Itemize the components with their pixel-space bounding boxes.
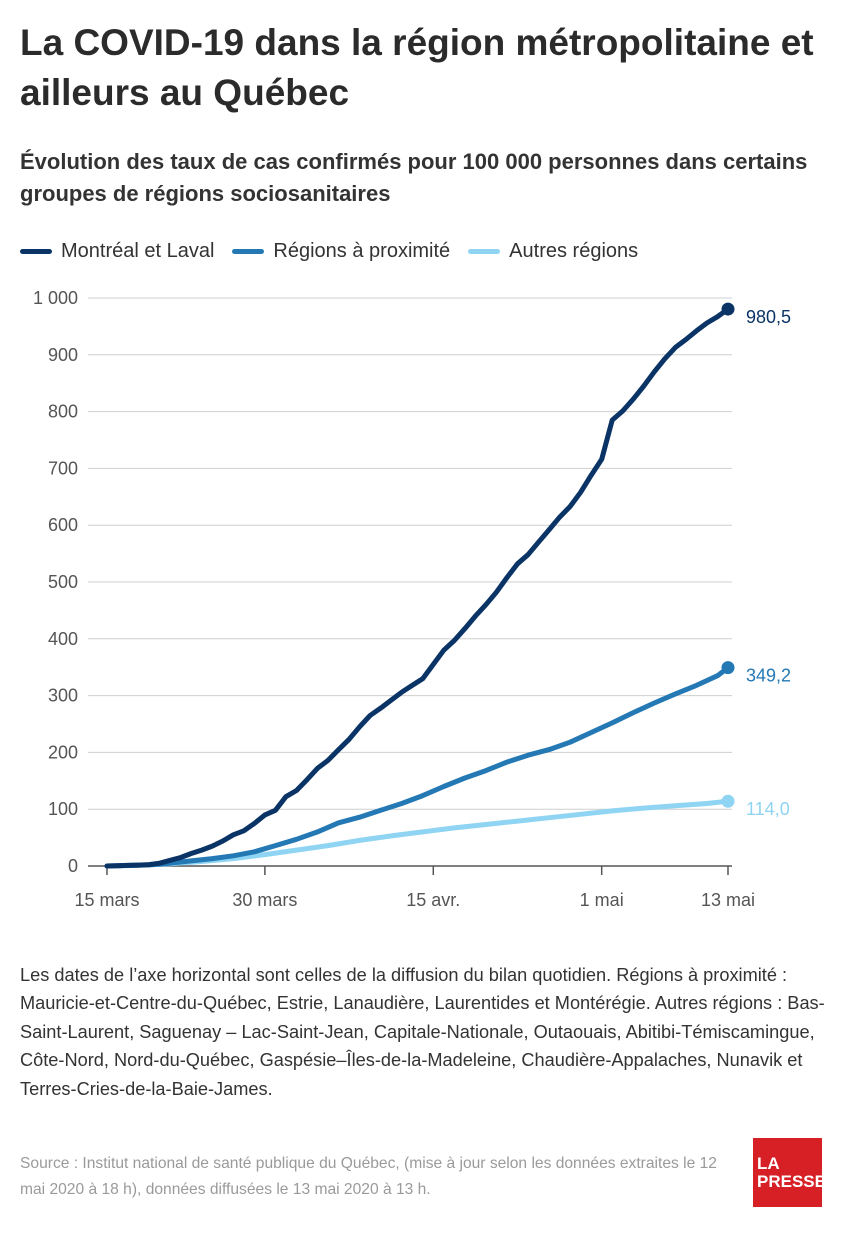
- chart-subtitle: Évolution des taux de cas confirmés pour…: [20, 149, 808, 206]
- legend-swatch-autres-regions: [468, 248, 501, 254]
- chart-title: La COVID-19 dans la région métropolitain…: [20, 22, 814, 113]
- line-chart: 0 100 200 300 400 500 600 700 800 900 1 000 15 mars…: [33, 288, 791, 910]
- series-line-autres-regions: [104, 798, 731, 869]
- y-tick-label: 100: [48, 799, 78, 819]
- chart-note: Les dates de l’axe horizontal sont celle…: [20, 965, 825, 1099]
- legend-swatch-montreal-laval: [20, 248, 52, 254]
- y-tick-label: 200: [48, 742, 78, 762]
- y-tick-label: 1 000: [33, 288, 78, 308]
- legend-label-autres-regions: Autres régions: [509, 239, 639, 262]
- y-tick-label: 300: [48, 686, 78, 706]
- end-point-autres-regions: [721, 794, 735, 808]
- end-value-label-autres-regions: 114,0: [746, 799, 790, 819]
- y-tick-label: 500: [48, 572, 78, 592]
- legend-item-regions-proximite: Régions à proximité: [232, 240, 450, 263]
- y-tick-label: 600: [48, 515, 78, 535]
- end-value-label-regions-proximite: 349,2: [746, 666, 791, 686]
- legend-label-regions-proximite: Régions à proximité: [273, 239, 451, 262]
- legend-label-montreal-laval: Montréal et Laval: [61, 239, 215, 262]
- legend-item-montreal-laval: Montréal et Laval: [20, 240, 214, 263]
- logo-line-1: LA: [757, 1153, 780, 1173]
- series-line-montreal-laval: [104, 306, 731, 869]
- chart-legend: Montréal et Laval Régions à proximité Au…: [20, 236, 656, 266]
- end-point-regions-proximite: [721, 661, 735, 675]
- y-tick-label: 700: [48, 458, 78, 478]
- end-point-montreal-laval: [721, 302, 735, 316]
- logo-line-2: PRESSE: [757, 1171, 826, 1191]
- la-presse-logo: LA PRESSE: [753, 1138, 826, 1207]
- chart-source: Source : Institut national de santé publ…: [20, 1155, 717, 1198]
- x-tick-label: 15 mars: [74, 890, 139, 910]
- x-tick-label: 30 mars: [232, 890, 297, 910]
- x-tick-label: 13 mai: [701, 890, 755, 910]
- x-tick-label: 1 mai: [580, 890, 624, 910]
- y-tick-label: 0: [68, 856, 78, 876]
- y-tick-label: 800: [48, 402, 78, 422]
- series-line-regions-proximite: [104, 665, 731, 869]
- x-tick-label: 15 avr.: [406, 890, 460, 910]
- end-value-label-montreal-laval: 980,5: [746, 307, 791, 327]
- y-tick-label: 400: [48, 629, 78, 649]
- legend-swatch-regions-proximite: [232, 248, 265, 254]
- legend-item-autres-regions: Autres régions: [468, 240, 638, 263]
- y-tick-label: 900: [48, 345, 78, 365]
